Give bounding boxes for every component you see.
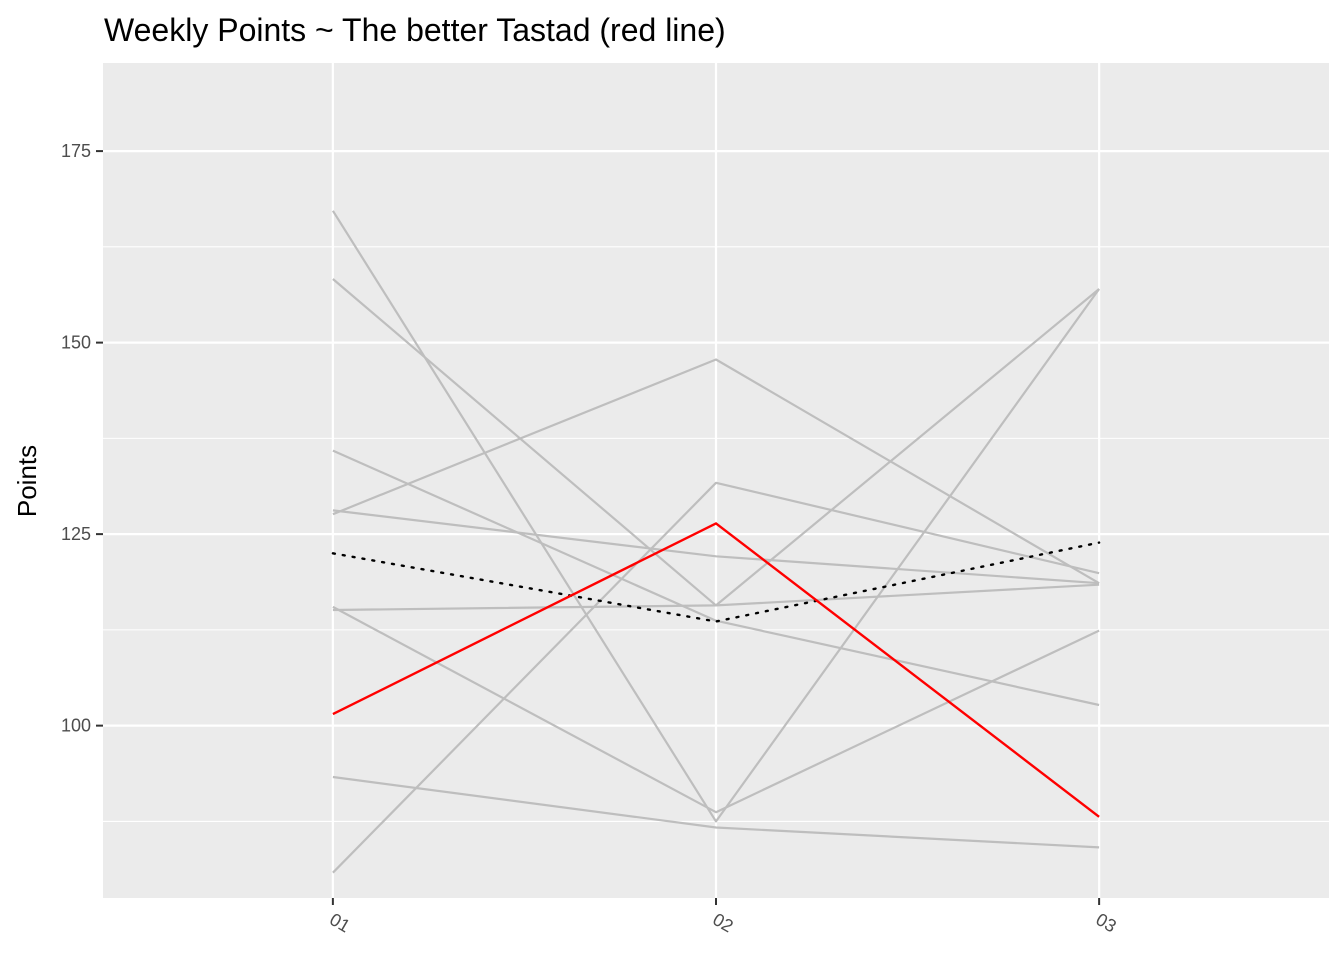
x-tick-label: 03 — [1092, 909, 1119, 936]
y-axis-title: Points — [12, 445, 42, 517]
series-line — [331, 210, 1100, 823]
average-series-line — [331, 541, 1101, 623]
x-tick-label: 02 — [709, 909, 736, 936]
x-axis: 01 02 03 — [326, 898, 1120, 936]
x-tick-label: 01 — [326, 909, 353, 936]
highlight-series-line — [332, 522, 1100, 818]
chart-title: Weekly Points ~ The better Tastad (red l… — [104, 12, 726, 48]
y-tick-label: 175 — [61, 141, 91, 161]
series-line — [332, 605, 1100, 814]
y-tick-label: 125 — [61, 524, 91, 544]
series-line — [332, 509, 1100, 585]
y-tick-label: 100 — [61, 716, 91, 736]
series-line — [332, 358, 1100, 585]
series-line — [332, 481, 1100, 874]
series-lines — [331, 210, 1101, 874]
y-axis: 100 125 150 175 — [61, 141, 103, 736]
major-gridlines — [103, 63, 1329, 898]
series-line — [332, 775, 1100, 849]
series-line — [332, 583, 1100, 612]
y-tick-label: 150 — [61, 333, 91, 353]
